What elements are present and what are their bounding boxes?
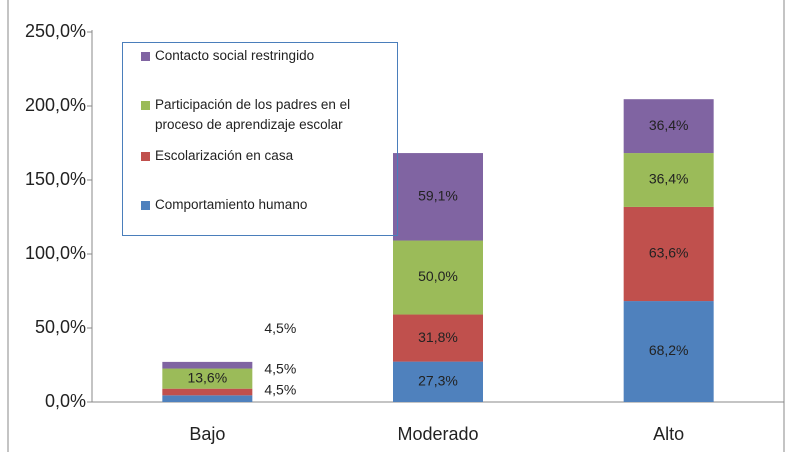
bar-segment: [162, 368, 253, 389]
x-tick-label: Moderado: [397, 424, 478, 444]
value-label: 50,0%: [418, 268, 458, 284]
bar-segment: [393, 361, 483, 402]
legend-item: Participación de los padres en el proces…: [141, 95, 391, 135]
y-tick-label: 50,0%: [35, 317, 86, 337]
y-tick-label: 150,0%: [25, 169, 86, 189]
legend-swatch: [141, 52, 150, 61]
value-label: 31,8%: [418, 329, 458, 345]
value-label: 63,6%: [649, 245, 689, 261]
legend-label: Comportamiento humano: [155, 197, 308, 212]
y-tick-label: 100,0%: [25, 243, 86, 263]
legend: Comportamiento humano Escolarización en c…: [122, 42, 398, 236]
legend-swatch: [141, 101, 150, 110]
bar-segment: [623, 153, 714, 207]
value-label: 36,4%: [649, 117, 689, 133]
value-label: 4,5%: [264, 361, 296, 377]
value-label: 59,1%: [418, 188, 458, 204]
legend-swatch: [141, 152, 150, 161]
value-label: 36,4%: [649, 171, 689, 187]
y-tick-label: 250,0%: [25, 21, 86, 41]
bar-segment: [162, 388, 253, 396]
legend-label: Participación de los padres en el proces…: [155, 97, 351, 132]
y-tick-label: 0,0%: [45, 391, 86, 411]
bar-segment: [623, 301, 714, 402]
legend-label: Contacto social restringido: [155, 48, 315, 63]
bar-segment: [623, 99, 714, 154]
legend-item: Comportamiento humano: [141, 195, 391, 215]
bar-segment: [393, 153, 483, 241]
value-label: 68,2%: [649, 342, 689, 358]
x-tick-label: Bajo: [189, 424, 225, 444]
y-tick-label: 200,0%: [25, 95, 86, 115]
bar-segment: [393, 314, 483, 362]
legend-item: Contacto social restringido: [141, 46, 391, 66]
bar-segment: [162, 361, 253, 369]
legend-item: Escolarización en casa: [141, 146, 391, 166]
x-tick-label: Alto: [653, 424, 684, 444]
value-label: 27,3%: [418, 373, 458, 389]
bar-segment: [162, 395, 253, 402]
bar-segment: [393, 240, 483, 315]
value-label: 4,5%: [264, 320, 296, 336]
value-label: 13,6%: [187, 369, 227, 385]
legend-swatch: [141, 201, 150, 210]
legend-label: Escolarización en casa: [155, 148, 294, 163]
value-label: 4,5%: [264, 381, 296, 397]
bar-segment: [623, 206, 714, 302]
